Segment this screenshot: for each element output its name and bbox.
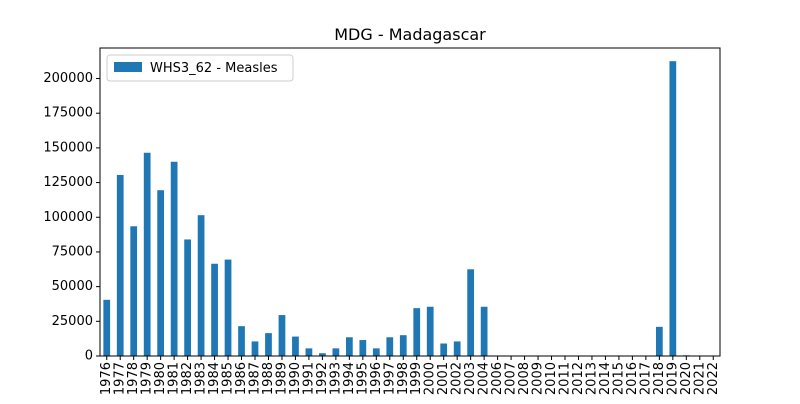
- x-tick-label: 1986: [234, 362, 249, 395]
- bar-1983: [197, 215, 205, 356]
- y-tick-label: 50000: [52, 279, 93, 294]
- bar-2018: [655, 326, 663, 356]
- x-tick-label: 2000: [423, 362, 438, 395]
- x-tick-label: 1994: [342, 362, 357, 395]
- x-tick-label: 1999: [409, 362, 424, 395]
- y-tick-label: 100000: [43, 210, 93, 225]
- x-tick-label: 2008: [517, 362, 532, 395]
- x-tick-label: 1980: [153, 362, 168, 395]
- y-tick-label: 175000: [43, 106, 93, 121]
- x-tick-label: 1981: [167, 362, 182, 395]
- legend-swatch: [114, 62, 142, 72]
- legend-label: WHS3_62 - Measles: [150, 61, 278, 76]
- x-tick-label: 1993: [328, 362, 343, 395]
- x-tick-label: 2022: [706, 362, 721, 395]
- bar-2000: [426, 306, 434, 356]
- x-tick-label: 2013: [584, 362, 599, 395]
- bar-1987: [251, 341, 259, 356]
- bar-1996: [372, 348, 380, 356]
- x-tick-label: 1989: [274, 362, 289, 395]
- x-axis: 1976197719781979198019811982198319841985…: [99, 356, 721, 395]
- bar-1980: [157, 190, 165, 356]
- x-tick-label: 1985: [221, 362, 236, 395]
- x-tick-label: 2007: [504, 362, 519, 395]
- bar-1989: [278, 315, 286, 356]
- x-tick-label: 1988: [261, 362, 276, 395]
- bar-2003: [467, 269, 475, 356]
- legend: WHS3_62 - Measles: [106, 54, 294, 82]
- bar-1999: [413, 308, 421, 356]
- x-tick-label: 2015: [611, 362, 626, 395]
- bar-1988: [265, 333, 272, 356]
- bar-1985: [224, 259, 232, 356]
- bar-1995: [359, 340, 367, 356]
- x-tick-label: 2011: [558, 362, 573, 395]
- bar-2002: [453, 341, 461, 356]
- bar-1990: [292, 336, 299, 356]
- x-tick-label: 2020: [679, 362, 694, 395]
- bar-1982: [184, 239, 191, 356]
- x-tick-label: 1987: [248, 362, 263, 395]
- y-tick-label: 200000: [43, 71, 93, 86]
- x-tick-label: 2012: [571, 362, 586, 395]
- x-tick-label: 1982: [180, 362, 195, 395]
- x-tick-label: 1979: [140, 362, 155, 395]
- x-tick-label: 1990: [288, 362, 303, 395]
- x-tick-label: 2014: [598, 362, 613, 395]
- x-tick-label: 1995: [355, 362, 370, 395]
- bar-1984: [211, 263, 218, 356]
- y-tick-label: 25000: [52, 314, 93, 329]
- bar-1997: [386, 337, 394, 356]
- x-tick-label: 1991: [301, 362, 316, 395]
- bar-2019: [669, 61, 677, 357]
- x-tick-label: 1976: [99, 362, 114, 395]
- x-tick-label: 2016: [625, 362, 640, 395]
- bar-2001: [440, 343, 448, 356]
- y-tick-label: 125000: [43, 175, 93, 190]
- bars: [103, 61, 690, 357]
- x-tick-label: 2006: [490, 362, 505, 395]
- x-tick-label: 1984: [207, 362, 222, 395]
- x-tick-label: 1998: [396, 362, 411, 395]
- bar-1991: [305, 348, 313, 356]
- x-tick-label: 2018: [652, 362, 667, 395]
- bar-1976: [103, 299, 111, 356]
- bar-1998: [399, 335, 407, 356]
- chart-title: MDG - Madagascar: [334, 25, 486, 44]
- x-tick-label: 1992: [315, 362, 330, 395]
- x-tick-label: 2010: [544, 362, 559, 395]
- x-tick-label: 1977: [113, 362, 128, 395]
- y-axis: 0 25000 50000 75000 100000 125000 150000 175000…: [43, 71, 100, 364]
- bar-1979: [143, 152, 151, 356]
- x-tick-label: 2017: [638, 362, 653, 395]
- y-tick-label: 0: [85, 349, 93, 364]
- bar-1981: [170, 161, 178, 356]
- x-tick-label: 1978: [126, 362, 141, 395]
- bar-1978: [130, 226, 138, 356]
- legend-box: [106, 54, 294, 82]
- plot-frame: [99, 47, 721, 357]
- y-tick-label: 150000: [43, 140, 93, 155]
- bar-1994: [345, 337, 353, 356]
- bar-1986: [238, 326, 245, 356]
- x-tick-label: 2002: [450, 362, 465, 395]
- x-tick-label: 2001: [436, 362, 451, 395]
- bar-1992: [319, 353, 326, 356]
- x-tick-label: 2003: [463, 362, 478, 395]
- x-tick-label: 1997: [382, 362, 397, 395]
- y-tick-label: 75000: [52, 244, 93, 259]
- x-tick-label: 1983: [194, 362, 209, 395]
- x-tick-label: 2009: [531, 362, 546, 395]
- bar-1993: [332, 348, 340, 356]
- x-tick-label: 2021: [692, 362, 707, 395]
- bar-1977: [116, 174, 124, 356]
- bar-2004: [480, 306, 488, 356]
- x-tick-label: 2004: [477, 362, 492, 395]
- x-tick-label: 2019: [665, 362, 680, 395]
- x-tick-label: 1996: [369, 362, 384, 395]
